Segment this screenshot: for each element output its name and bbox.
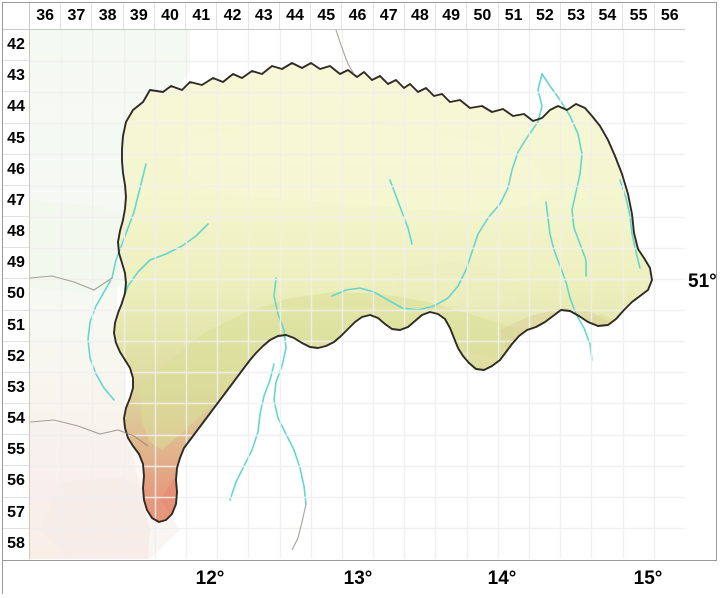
left-axis-tick-52: 52 [3, 342, 29, 373]
left-axis-tick-51: 51 [3, 311, 29, 342]
top-axis-tick-43: 43 [249, 3, 280, 29]
left-axis-tick-53: 53 [3, 373, 29, 405]
top-axis-tick-40: 40 [155, 3, 187, 29]
saxony-state-border [113, 62, 653, 523]
top-axis-tick-53: 53 [561, 3, 593, 29]
left-axis-tick-50: 50 [3, 279, 29, 311]
top-axis-tick-48: 48 [405, 3, 437, 29]
top-axis-tick-44: 44 [280, 3, 312, 29]
top-axis-tick-49: 49 [436, 3, 468, 29]
left-axis-tick-56: 56 [3, 466, 29, 498]
axis-corner-box [3, 3, 30, 30]
longitude-label-2: 14° [487, 568, 517, 589]
left-axis-tick-47: 47 [3, 186, 29, 218]
top-axis-tick-50: 50 [467, 3, 499, 29]
latitude-degree-label: 51° [688, 271, 717, 292]
left-axis-tick-43: 43 [3, 61, 29, 93]
longitude-label-3: 15° [633, 568, 663, 589]
top-axis-tick-37: 37 [61, 3, 93, 29]
left-axis-tick-46: 46 [3, 155, 29, 186]
top-axis-tick-55: 55 [623, 3, 655, 29]
top-axis-tick-45: 45 [311, 3, 343, 29]
top-axis-tick-47: 47 [374, 3, 405, 29]
left-axis-tick-57: 57 [3, 498, 29, 529]
longitude-label-0: 12° [195, 568, 225, 589]
top-axis-tick-56: 56 [660, 7, 679, 24]
top-axis-tick-36: 36 [30, 3, 62, 29]
top-axis-strip: 36 37 38 39 40 41 42 43 44 45 46 47 48 49 50 51 52 53 54 55… [30, 3, 685, 30]
top-axis-tick-46: 46 [342, 3, 374, 29]
top-axis-tick-42: 42 [217, 3, 249, 29]
left-axis-tick-49: 49 [3, 248, 29, 280]
top-axis-tick-39: 39 [124, 3, 155, 29]
left-axis-tick-54: 54 [3, 404, 29, 436]
left-axis-tick-58: 58 [7, 534, 25, 552]
left-axis-tick-44: 44 [3, 92, 29, 124]
top-axis-tick-38: 38 [92, 3, 124, 29]
left-axis-tick-48: 48 [3, 217, 29, 249]
map-graphic [30, 30, 685, 559]
grid-overlay [30, 30, 685, 559]
top-axis-tick-52: 52 [530, 3, 561, 29]
longitude-label-1: 13° [343, 568, 373, 589]
left-axis-tick-55: 55 [3, 435, 29, 467]
top-axis-tick-41: 41 [186, 3, 218, 29]
top-axis-tick-54: 54 [592, 3, 624, 29]
neighbour-boundaries [30, 30, 355, 551]
top-axis-tick-51: 51 [499, 3, 530, 29]
left-axis-tick-42: 42 [3, 30, 29, 62]
left-axis-strip: 42 43 44 45 46 47 48 49 50 51 52 53 54 55 56 57 58 [3, 30, 30, 559]
map-canvas [30, 30, 685, 559]
left-axis-tick-45: 45 [3, 124, 29, 155]
bottom-axis-strip: 12° 13° 14° 15° [3, 560, 717, 595]
